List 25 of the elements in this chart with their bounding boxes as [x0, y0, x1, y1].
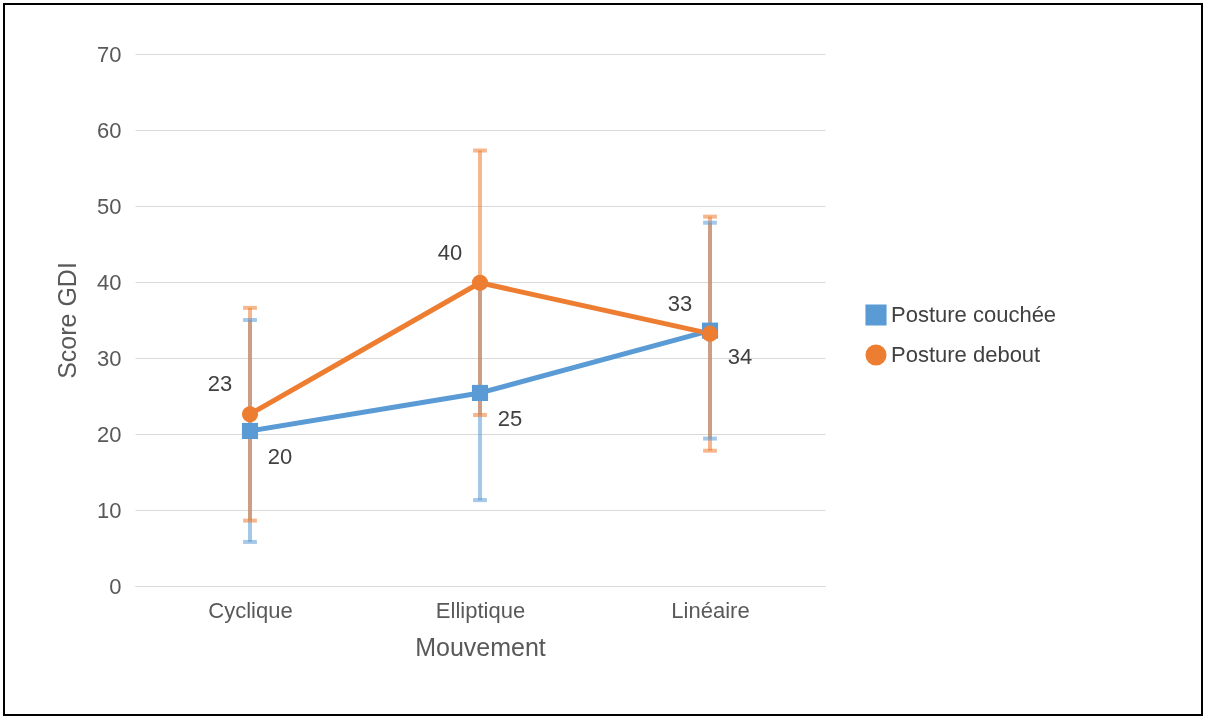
data-label: 20	[267, 443, 293, 469]
data-label: 33	[667, 290, 693, 316]
y-tick-label: 40	[97, 269, 122, 295]
y-tick-label: 0	[109, 573, 122, 599]
point	[471, 384, 489, 402]
x-tick-label: Elliptique	[435, 597, 526, 623]
data-label: 23	[207, 371, 233, 397]
y-tick-label: 10	[97, 497, 122, 523]
point	[471, 274, 489, 291]
legend-label: Posture couchée	[891, 302, 1057, 327]
data-label: 34	[727, 343, 753, 369]
point	[241, 422, 259, 440]
data-label: 25	[497, 405, 523, 431]
y-tick-label: 60	[97, 117, 122, 143]
x-tick-label: Cyclique	[208, 597, 293, 623]
y-tick-label: 30	[97, 345, 122, 371]
y-tick-label: 20	[97, 421, 122, 447]
y-tick-label: 50	[97, 193, 122, 219]
data-label: 40	[437, 239, 463, 265]
x-axis-title: Mouvement	[415, 632, 546, 661]
legend-label: Posture debout	[891, 342, 1041, 367]
x-tick-label: Linéaire	[671, 597, 750, 623]
point	[241, 406, 259, 423]
y-axis-title: Score GDI	[53, 262, 82, 379]
y-tick-label: 70	[97, 41, 122, 67]
